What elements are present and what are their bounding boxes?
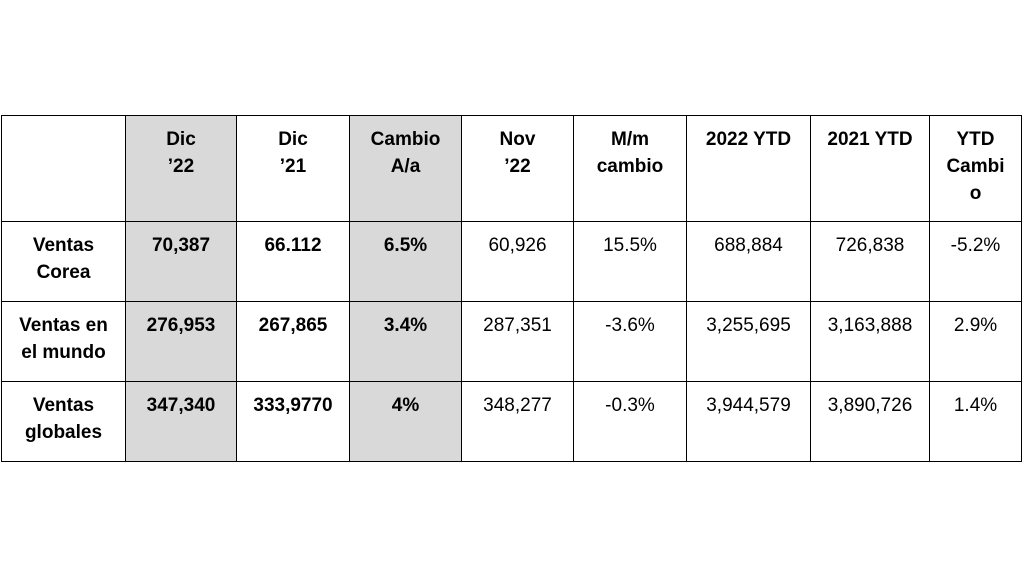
table-cell: 2.9%	[929, 301, 1022, 382]
table-row-ventas-corea: Ventas Corea 70,387 66.112 6.5% 60,926 1…	[1, 221, 1022, 302]
header-line: Cambio	[370, 129, 441, 150]
header-line: Dic	[278, 129, 308, 150]
header-row: Dic ’22 Dic ’21 Cambio A/a Nov ’22 M/m c…	[1, 115, 1022, 222]
table-cell: 3,890,726	[810, 381, 930, 462]
table-cell: 3,163,888	[810, 301, 930, 382]
table-cell: 688,884	[686, 221, 811, 302]
header-cell-ytd-cambio: YTD Cambi o	[929, 115, 1022, 222]
header-cell-empty	[1, 115, 126, 222]
table-cell: 15.5%	[573, 221, 687, 302]
header-line: Dic	[166, 129, 196, 150]
table-cell: 1.4%	[929, 381, 1022, 462]
header-line: Cambi	[946, 156, 1005, 177]
header-line: Nov	[499, 129, 536, 150]
table-cell: -3.6%	[573, 301, 687, 382]
header-line: M/m	[611, 129, 649, 150]
table-cell: 348,277	[461, 381, 574, 462]
header-line: ’22	[504, 156, 531, 177]
table-cell: 287,351	[461, 301, 574, 382]
header-line: o	[969, 183, 982, 204]
header-line: cambio	[596, 156, 664, 177]
header-cell-dic-21: Dic ’21	[236, 115, 350, 222]
header-line: 2022 YTD	[705, 129, 792, 150]
header-line: YTD	[956, 129, 995, 150]
row-label-line: Ventas	[32, 395, 95, 416]
table-cell: 276,953	[125, 301, 237, 382]
table-cell: 726,838	[810, 221, 930, 302]
table-row-ventas-globales: Ventas globales 347,340 333,9770 4% 348,…	[1, 381, 1022, 462]
row-label: Ventas globales	[1, 381, 126, 462]
table-cell: -0.3%	[573, 381, 687, 462]
sales-table: Dic ’22 Dic ’21 Cambio A/a Nov ’22 M/m c…	[1, 115, 1022, 462]
header-line: ’22	[167, 156, 195, 177]
table-cell: 3,255,695	[686, 301, 811, 382]
table-cell: 6.5%	[349, 221, 462, 302]
header-cell-2021-ytd: 2021 YTD	[810, 115, 930, 222]
table-cell: 3,944,579	[686, 381, 811, 462]
header-cell-nov-22: Nov ’22	[461, 115, 574, 222]
table-row-ventas-mundo: Ventas en el mundo 276,953 267,865 3.4% …	[1, 301, 1022, 382]
table-cell: 66.112	[236, 221, 350, 302]
header-cell-mm-cambio: M/m cambio	[573, 115, 687, 222]
table-cell: 267,865	[236, 301, 350, 382]
table-cell: 70,387	[125, 221, 237, 302]
row-label: Ventas en el mundo	[1, 301, 126, 382]
header-line: A/a	[390, 156, 421, 177]
row-label-line: Ventas	[32, 235, 95, 256]
row-label-line: Ventas en	[19, 315, 108, 336]
row-label-line: Corea	[36, 262, 91, 283]
header-cell-2022-ytd: 2022 YTD	[686, 115, 811, 222]
row-label-line: el mundo	[21, 342, 106, 363]
header-line: 2021 YTD	[827, 129, 913, 150]
header-cell-cambio-aa: Cambio A/a	[349, 115, 462, 222]
table-cell: 4%	[349, 381, 462, 462]
table-cell: 333,9770	[236, 381, 350, 462]
table-cell: 347,340	[125, 381, 237, 462]
row-label: Ventas Corea	[1, 221, 126, 302]
header-line: ’21	[279, 156, 307, 177]
table-cell: 60,926	[461, 221, 574, 302]
row-label-line: globales	[24, 422, 103, 443]
header-cell-dic-22: Dic ’22	[125, 115, 237, 222]
table-cell: -5.2%	[929, 221, 1022, 302]
table-cell: 3.4%	[349, 301, 462, 382]
